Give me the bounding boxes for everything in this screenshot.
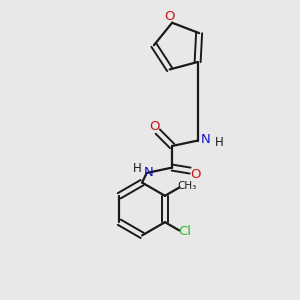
Text: O: O: [149, 120, 159, 133]
Text: N: N: [201, 133, 211, 146]
Text: CH₃: CH₃: [177, 181, 196, 191]
Text: H: H: [133, 162, 142, 175]
Text: Cl: Cl: [178, 225, 191, 238]
Text: O: O: [165, 10, 175, 23]
Text: O: O: [190, 168, 201, 181]
Text: H: H: [215, 136, 224, 149]
Text: N: N: [144, 167, 154, 179]
